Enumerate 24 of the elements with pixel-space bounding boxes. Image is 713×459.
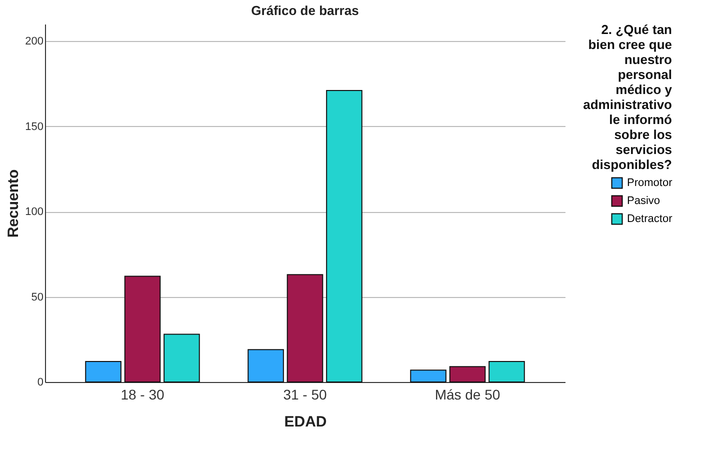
x-tick-label: Más de 50 xyxy=(434,386,500,402)
legend-label: Detractor xyxy=(627,213,673,225)
text: 2. ¿Qué tan bien cree que nuestro personal médico y administrativo le informó sobre los servicios disponibles? xyxy=(583,22,672,172)
chart-title: Gráfico de barras xyxy=(251,3,359,18)
bar xyxy=(85,361,122,382)
bar xyxy=(449,366,486,382)
y-tick-label: 0 xyxy=(37,376,44,388)
bar xyxy=(248,349,284,382)
legend-label: Promotor xyxy=(627,177,673,189)
bar xyxy=(410,370,446,382)
bar xyxy=(326,90,362,382)
y-tick-label: 50 xyxy=(31,291,44,304)
bar xyxy=(286,274,324,382)
bar xyxy=(488,361,525,382)
x-axis-title: EDAD xyxy=(284,414,327,430)
legend-label: Pasivo xyxy=(627,195,660,207)
bar xyxy=(164,334,200,382)
x-tick-label: 31 - 50 xyxy=(283,386,328,402)
y-axis-title: Recuento xyxy=(5,169,22,238)
y-tick-label: 100 xyxy=(25,206,44,218)
bar xyxy=(124,276,161,382)
y-tick-label: 150 xyxy=(25,120,44,133)
x-tick-label: 18 - 30 xyxy=(120,386,165,402)
y-tick-label: 200 xyxy=(25,36,44,48)
